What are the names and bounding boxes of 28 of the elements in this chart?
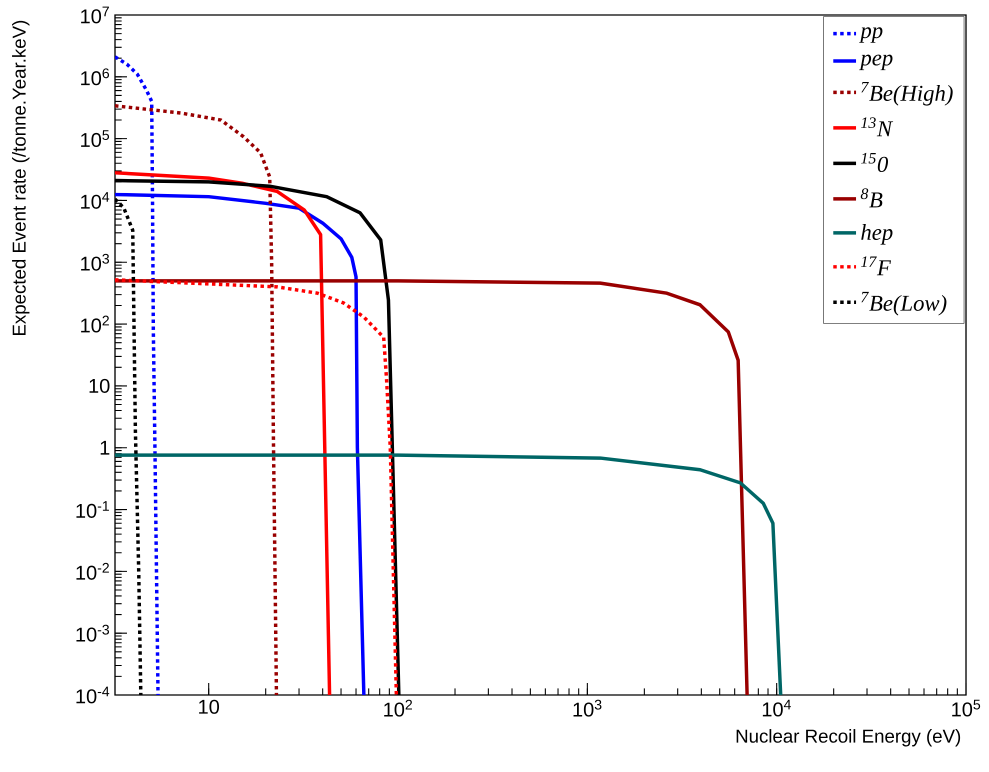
legend-label: $^{7}$Be(Low): [861, 292, 946, 316]
y-tick-label: 10$^{4}$: [81, 192, 110, 209]
y-tick-label: 10: [90, 378, 110, 393]
x-tick-label: 10$^{4}$: [762, 700, 791, 716]
y-tick-label: 10$^{6}$: [81, 68, 110, 86]
y-tick-label: 1: [100, 440, 110, 455]
y-axis-title: Expected Event rate (/tonne.Year.keV): [12, 20, 30, 336]
y-tick-label: 10$^{7}$: [81, 6, 109, 24]
legend-label: $^{15}$0: [861, 152, 888, 172]
x-tick-label: 10$^{5}$: [952, 700, 980, 716]
legend-label: hep: [861, 224, 892, 245]
y-tick-label: 10$^{5}$: [81, 130, 110, 148]
y-tick-label: 10$^{-4}$: [76, 686, 110, 704]
y-tick-label: 10$^{-3}$: [76, 624, 110, 642]
legend-label: $^{13}$N: [861, 117, 894, 136]
x-tick-label: 10$^{3}$: [574, 700, 602, 717]
x-tick-label: 10$^{2}$: [384, 700, 412, 717]
legend-label: $^{8}$B: [860, 188, 882, 208]
y-tick-label: 10$^{2}$: [81, 316, 109, 333]
y-tick-label: 10$^{-2}$: [76, 562, 109, 580]
x-axis-title: Nuclear Recoil Energy (eV): [736, 729, 960, 746]
legend-label: $^{17}$F: [861, 256, 891, 276]
legend-label: $^{7}$Be(High): [861, 82, 953, 106]
legend-label: pep: [859, 54, 892, 70]
y-tick-label: 10$^{-1}$: [76, 501, 109, 518]
y-tick-label: 10$^{3}$: [81, 254, 110, 271]
legend-label: pp: [859, 27, 882, 43]
x-tick-label: 10: [199, 700, 220, 714]
